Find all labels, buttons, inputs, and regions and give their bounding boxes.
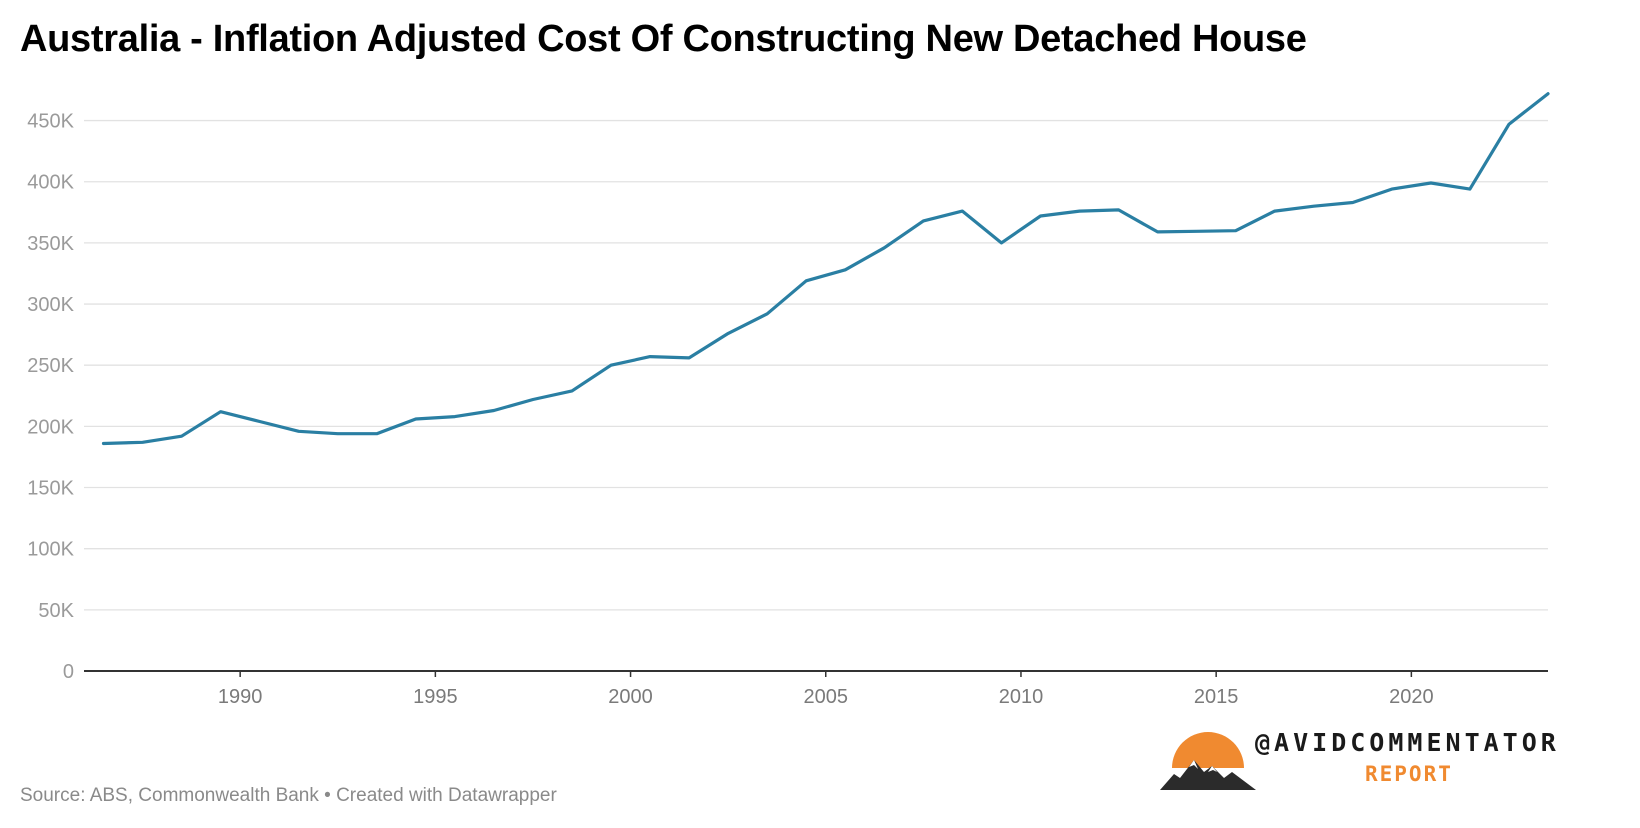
x-tick-label: 1995 [413, 686, 458, 708]
x-tick-label: 2015 [1194, 686, 1239, 708]
y-tick-label: 450K [27, 111, 74, 133]
y-tick-label: 0 [63, 661, 74, 683]
y-tick-label: 350K [27, 233, 74, 255]
brand-watermark: @AVIDCOMMENTATOR REPORT [1160, 722, 1630, 822]
y-tick-label: 250K [27, 355, 74, 377]
x-tick-label: 2000 [608, 686, 653, 708]
x-tick-label: 2010 [999, 686, 1044, 708]
source-note: Source: ABS, Commonwealth Bank • Created… [20, 785, 557, 806]
x-axis-ticks: 1990 1995 2000 2005 2010 2015 2020 [218, 671, 1434, 708]
grid-lines [84, 119, 1548, 611]
y-tick-label: 150K [27, 478, 74, 500]
brand-subtitle: REPORT [1365, 762, 1453, 786]
brand-handle: @AVIDCOMMENTATOR [1255, 728, 1560, 757]
line-chart: 0 50K 100K 150K 200K 250K 300K 350K 400K 450K 199… [27, 92, 1550, 708]
series-line [101, 92, 1550, 446]
x-tick-label: 1990 [218, 686, 263, 708]
y-tick-label: 50K [38, 600, 74, 622]
x-tick-label: 2005 [804, 686, 849, 708]
sun-over-mountains-icon [1160, 732, 1256, 790]
y-tick-label: 100K [27, 539, 74, 561]
y-tick-label: 200K [27, 416, 74, 438]
x-tick-label: 2020 [1389, 686, 1434, 708]
y-axis-ticks: 0 50K 100K 150K 200K 250K 300K 350K 400K 450K [27, 111, 74, 683]
y-tick-label: 300K [27, 294, 74, 316]
y-tick-label: 400K [27, 172, 74, 194]
chart-title: Australia - Inflation Adjusted Cost Of C… [20, 18, 1307, 60]
